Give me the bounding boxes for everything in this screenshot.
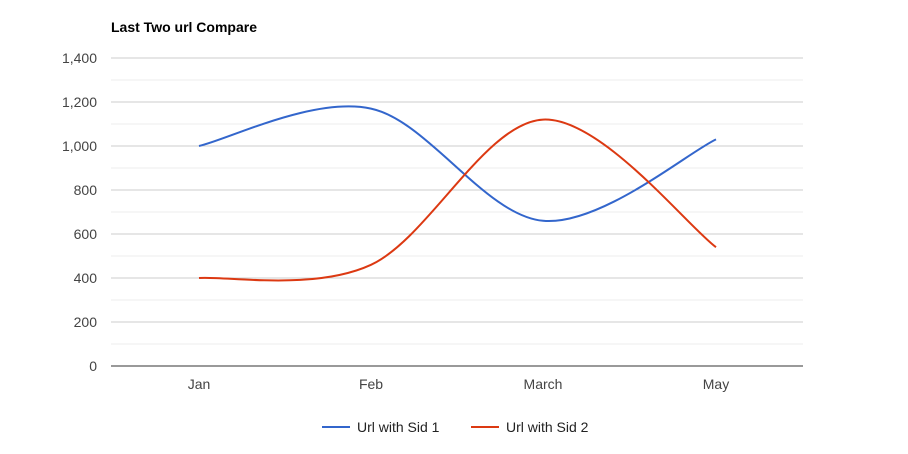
legend-label: Url with Sid 2	[506, 419, 589, 435]
x-tick-label: Jan	[188, 376, 211, 392]
minor-gridlines	[111, 79, 803, 345]
y-axis: 0 200 400 600 800 1,000 1,200 1,400	[62, 50, 97, 374]
x-tick-label: May	[703, 376, 729, 392]
major-gridlines	[111, 57, 803, 367]
y-tick-label: 200	[74, 314, 98, 330]
y-tick-label: 1,400	[62, 50, 97, 66]
y-tick-label: 0	[89, 358, 97, 374]
series-line-2	[198, 118, 717, 282]
series-lines	[198, 105, 717, 282]
series-line-1	[198, 105, 717, 222]
y-tick-label: 800	[74, 182, 98, 198]
legend: Url with Sid 1 Url with Sid 2	[322, 419, 589, 435]
x-tick-label: Feb	[359, 376, 383, 392]
x-axis: Jan Feb March May	[188, 376, 730, 392]
legend-label: Url with Sid 1	[357, 419, 440, 435]
chart-title: Last Two url Compare	[111, 19, 257, 35]
y-tick-label: 600	[74, 226, 98, 242]
y-tick-label: 1,000	[62, 138, 97, 154]
y-tick-label: 1,200	[62, 94, 97, 110]
y-tick-label: 400	[74, 270, 98, 286]
x-tick-label: March	[524, 376, 563, 392]
